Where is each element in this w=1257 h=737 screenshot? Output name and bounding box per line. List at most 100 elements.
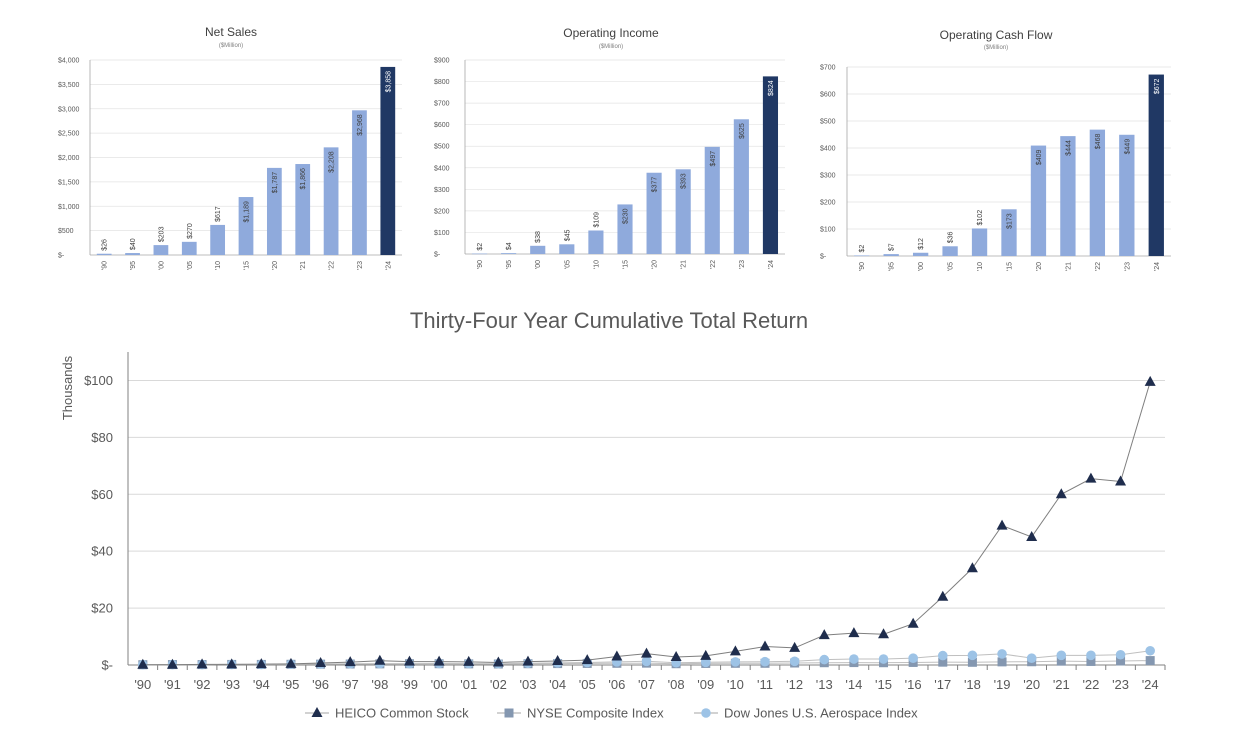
bar-data-label: $7 bbox=[889, 243, 896, 251]
data-point bbox=[819, 654, 830, 665]
bar-data-label: $672 bbox=[1154, 78, 1161, 94]
bar-data-label: $393 bbox=[681, 173, 688, 189]
y-tick-label: $900 bbox=[434, 58, 450, 65]
data-point bbox=[907, 617, 919, 628]
x-tick-label: '94 bbox=[253, 677, 270, 692]
x-tick-label: '90 bbox=[859, 262, 866, 271]
bar bbox=[588, 230, 604, 254]
x-tick-label: '92 bbox=[194, 677, 211, 692]
bar-data-label: $102 bbox=[977, 210, 984, 226]
y-tick-label: $80 bbox=[91, 430, 113, 445]
bar bbox=[1148, 74, 1164, 256]
data-point bbox=[492, 656, 504, 667]
chart-subtitle: ($Million) bbox=[219, 43, 243, 49]
data-point bbox=[670, 651, 682, 662]
bar bbox=[1060, 136, 1076, 256]
legend-item: NYSE Composite Index bbox=[497, 706, 664, 721]
x-tick-label: '04 bbox=[549, 677, 566, 692]
data-point bbox=[789, 656, 800, 667]
bar-data-label: $617 bbox=[215, 206, 222, 222]
bar bbox=[266, 167, 282, 255]
x-tick-label: '17 bbox=[934, 677, 951, 692]
data-point bbox=[997, 649, 1007, 659]
bar bbox=[559, 244, 575, 254]
bar bbox=[942, 246, 958, 256]
x-tick-label: '15 bbox=[1007, 262, 1014, 271]
bar bbox=[1001, 209, 1017, 256]
x-tick-label: '02 bbox=[490, 677, 507, 692]
y-tick-label: $- bbox=[58, 253, 65, 260]
x-tick-label: '93 bbox=[223, 677, 240, 692]
bar bbox=[380, 66, 396, 255]
y-tick-label: $- bbox=[101, 658, 113, 673]
x-tick-label: '24 bbox=[1142, 677, 1159, 692]
y-tick-label: $500 bbox=[58, 228, 74, 235]
data-point bbox=[1116, 656, 1126, 666]
bar-data-label: $2,208 bbox=[329, 151, 336, 173]
y-tick-label: $2,500 bbox=[58, 131, 80, 138]
x-tick-label: '95 bbox=[889, 262, 896, 271]
x-tick-label: '20 bbox=[1036, 262, 1043, 271]
legend-label: Dow Jones U.S. Aerospace Index bbox=[724, 706, 918, 721]
bar bbox=[704, 146, 720, 254]
y-tick-label: $60 bbox=[91, 487, 113, 502]
y-tick-label: $700 bbox=[434, 101, 450, 108]
legend-item: HEICO Common Stock bbox=[305, 706, 469, 721]
legend-label: HEICO Common Stock bbox=[335, 706, 469, 721]
data-point bbox=[1144, 375, 1156, 386]
bar-chart-1: Net Sales ($Million) $- $500 $1,000 $1,500 $2,… bbox=[58, 25, 402, 270]
line-chart-total-return: Thirty-Four Year Cumulative Total Return… bbox=[60, 308, 1166, 721]
x-tick-label: '00 bbox=[535, 260, 542, 269]
x-tick-label: '23 bbox=[739, 260, 746, 269]
bar bbox=[883, 254, 899, 256]
legend-marker-icon bbox=[701, 708, 711, 718]
y-tick-label: $- bbox=[820, 254, 827, 261]
x-tick-label: '21 bbox=[1053, 677, 1070, 692]
data-point bbox=[878, 654, 889, 664]
y-tick-label: $100 bbox=[84, 373, 113, 388]
x-tick-label: '10 bbox=[727, 677, 744, 692]
x-tick-label: '16 bbox=[905, 677, 922, 692]
chart-title: Net Sales bbox=[205, 25, 257, 39]
data-point bbox=[937, 590, 949, 601]
bar bbox=[181, 241, 197, 255]
y-tick-label: $600 bbox=[434, 122, 450, 129]
bar-data-label: $444 bbox=[1065, 140, 1072, 156]
data-point bbox=[463, 655, 475, 666]
x-tick-label: '90 bbox=[477, 260, 484, 269]
bar bbox=[352, 110, 367, 255]
x-tick-label: '97 bbox=[342, 677, 359, 692]
x-tick-label: '22 bbox=[1082, 677, 1099, 692]
data-point bbox=[878, 628, 890, 639]
bar-data-label: $409 bbox=[1036, 149, 1043, 165]
data-point bbox=[344, 656, 356, 667]
y-tick-label: $2,000 bbox=[58, 155, 80, 162]
y-tick-label: $- bbox=[434, 252, 441, 259]
bar-data-label: $2 bbox=[477, 243, 484, 251]
bar bbox=[617, 204, 633, 254]
bar-data-label: $449 bbox=[1124, 139, 1131, 155]
y-tick-label: $500 bbox=[434, 144, 450, 151]
x-tick-label: '01 bbox=[460, 677, 477, 692]
x-tick-label: '10 bbox=[215, 261, 222, 270]
data-point bbox=[641, 647, 652, 658]
data-point bbox=[522, 655, 534, 666]
y-tick-label: $100 bbox=[434, 230, 450, 237]
x-tick-label: '96 bbox=[312, 677, 329, 692]
x-tick-label: '11 bbox=[757, 677, 773, 692]
legend-marker-icon bbox=[504, 708, 514, 718]
data-point bbox=[1026, 530, 1038, 541]
data-point bbox=[1055, 488, 1067, 499]
x-tick-label: '22 bbox=[1095, 262, 1102, 271]
y-axis-label: Thousands bbox=[60, 355, 75, 420]
data-point bbox=[226, 658, 238, 669]
x-tick-label: '08 bbox=[668, 677, 685, 692]
legend-marker-icon bbox=[311, 707, 323, 717]
data-point bbox=[255, 658, 267, 669]
bar bbox=[1030, 145, 1047, 256]
y-tick-label: $1,500 bbox=[58, 179, 80, 186]
x-tick-label: '05 bbox=[948, 262, 955, 271]
y-tick-label: $400 bbox=[434, 165, 450, 172]
bar-data-label: $12 bbox=[918, 238, 925, 250]
